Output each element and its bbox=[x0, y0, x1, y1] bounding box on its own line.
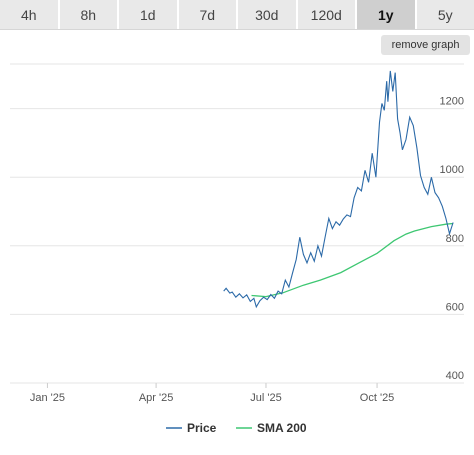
tab-1y[interactable]: 1y bbox=[357, 0, 417, 29]
legend-label: Price bbox=[187, 421, 217, 435]
timeframe-tabs: 4h 8h 1d 7d 30d 120d 1y 5y bbox=[0, 0, 474, 30]
legend-label: SMA 200 bbox=[257, 421, 307, 435]
legend-item-price[interactable]: Price bbox=[166, 421, 217, 435]
x-tick-label: Apr '25 bbox=[139, 392, 174, 404]
sma-200-series-line bbox=[251, 222, 454, 298]
y-tick-label: 400 bbox=[446, 370, 464, 382]
legend-item-sma-200[interactable]: SMA 200 bbox=[236, 421, 307, 435]
y-tick-label: 1000 bbox=[440, 164, 464, 176]
price-series-line bbox=[223, 70, 454, 309]
x-axis-ticks: Jan '25 Apr '25 Jul '25 Oct '25 bbox=[30, 383, 394, 404]
tab-4h[interactable]: 4h bbox=[0, 0, 60, 29]
tab-7d[interactable]: 7d bbox=[179, 0, 238, 29]
tab-120d[interactable]: 120d bbox=[298, 0, 357, 29]
remove-graph-button[interactable]: remove graph bbox=[381, 35, 470, 55]
x-tick-label: Oct '25 bbox=[360, 392, 395, 404]
grid-lines bbox=[10, 63, 464, 384]
y-tick-label: 1200 bbox=[440, 96, 464, 108]
tab-30d[interactable]: 30d bbox=[238, 0, 298, 29]
tab-8h[interactable]: 8h bbox=[60, 0, 119, 29]
y-axis-ticks: 400 600 800 1000 1200 bbox=[440, 96, 464, 382]
x-tick-label: Jan '25 bbox=[30, 392, 65, 404]
tab-1d[interactable]: 1d bbox=[119, 0, 179, 29]
y-tick-label: 800 bbox=[446, 233, 464, 245]
chart-legend[interactable]: Price SMA 200 bbox=[166, 421, 307, 435]
x-tick-label: Jul '25 bbox=[250, 392, 281, 404]
y-tick-label: 600 bbox=[446, 301, 464, 313]
tab-5y[interactable]: 5y bbox=[437, 6, 453, 23]
